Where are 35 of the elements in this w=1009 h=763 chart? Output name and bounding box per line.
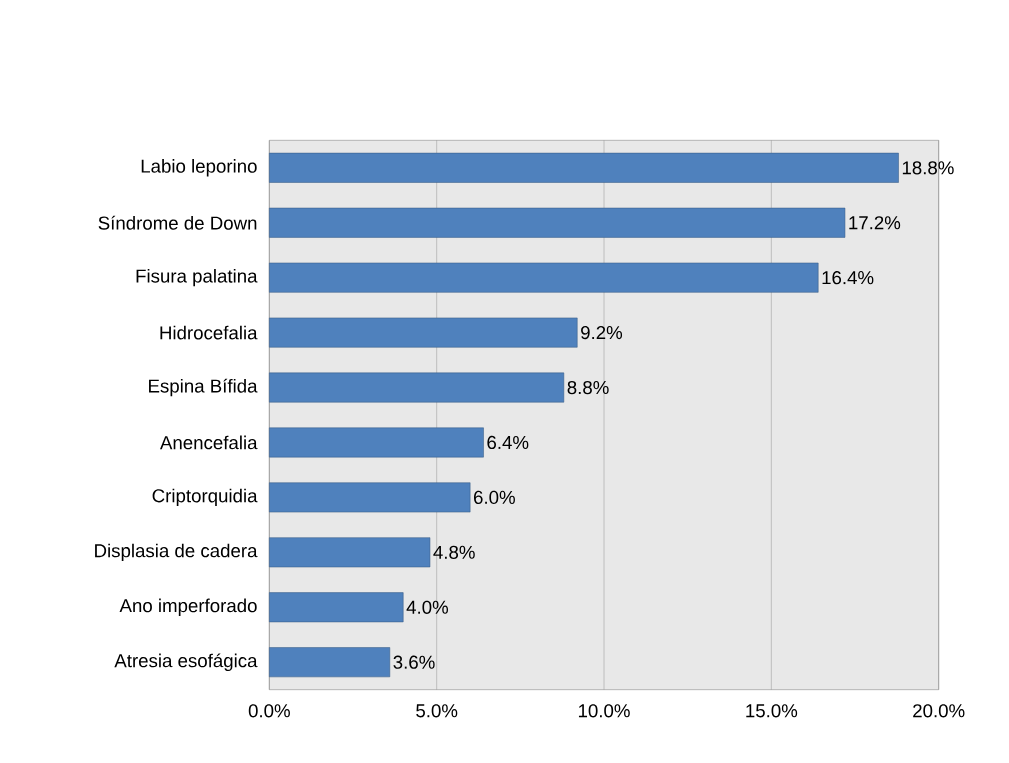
y-tick-label: Labio leporino	[141, 159, 257, 177]
y-tick-label: Fisura palatina	[136, 268, 258, 287]
x-tick-label: 0.0%	[248, 704, 290, 718]
y-tick-label: Criptorquidia	[152, 488, 258, 507]
data-label: 6.0%	[474, 490, 515, 505]
data-label: 3.6%	[393, 655, 435, 669]
bar	[269, 427, 484, 458]
y-tick-label: Ano imperforado	[119, 598, 257, 616]
bar	[269, 592, 404, 623]
y-tick-label: Anencefalia	[160, 435, 258, 450]
y-tick-label: Displasia de cadera	[95, 543, 258, 562]
bar	[269, 152, 899, 183]
bar	[269, 647, 391, 678]
bar	[269, 537, 431, 568]
x-tick-label: 5.0%	[416, 704, 458, 718]
data-label: 16.4%	[822, 271, 874, 285]
data-label: 17.2%	[849, 216, 901, 230]
data-label: 4.0%	[406, 600, 449, 614]
data-label: 8.8%	[567, 380, 609, 395]
x-tick-label: 10.0%	[578, 704, 630, 718]
bar	[269, 317, 578, 348]
y-tick-label: Hidrocefalia	[160, 325, 258, 340]
x-tick-label: 15.0%	[746, 704, 798, 718]
data-label: 6.4%	[487, 435, 529, 450]
bar	[269, 262, 819, 293]
data-label: 4.8%	[433, 545, 475, 559]
x-tick-label: 20.0%	[913, 704, 965, 718]
y-tick-label: Espina Bífida	[149, 378, 258, 397]
data-label: 9.2%	[581, 325, 623, 340]
data-label: 18.8%	[902, 161, 954, 175]
bar	[269, 207, 846, 238]
bar	[269, 372, 565, 403]
y-tick-label: Síndrome de Down	[98, 215, 257, 230]
bar	[269, 482, 471, 513]
y-tick-label: Atresia esofágica	[114, 653, 258, 672]
